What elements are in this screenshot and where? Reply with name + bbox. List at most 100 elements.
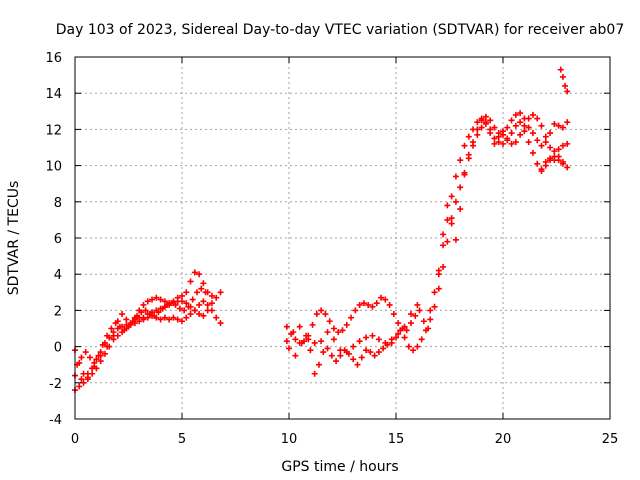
data-point: [108, 325, 115, 332]
data-point: [343, 349, 350, 356]
data-point: [557, 66, 564, 73]
data-point: [538, 168, 545, 175]
data-point: [478, 117, 485, 124]
data-point: [125, 323, 132, 330]
data-point: [504, 124, 511, 131]
data-point: [365, 301, 372, 308]
data-point: [474, 119, 481, 126]
data-point: [292, 336, 299, 343]
data-point: [356, 338, 363, 345]
data-point: [343, 321, 350, 328]
data-point: [390, 311, 397, 318]
data-point: [564, 119, 571, 126]
data-point: [204, 307, 211, 314]
data-point: [427, 316, 434, 323]
data-point: [196, 271, 203, 278]
data-point: [101, 350, 108, 357]
data-point: [110, 332, 117, 339]
data-point: [161, 314, 168, 321]
data-point: [179, 298, 185, 305]
data-point: [104, 343, 111, 350]
data-point: [313, 311, 320, 318]
data-point: [196, 301, 203, 308]
data-point: [380, 345, 387, 352]
data-point: [555, 146, 562, 153]
data-point: [435, 285, 442, 292]
data-point: [529, 130, 536, 137]
data-point: [525, 115, 532, 122]
data-point: [200, 298, 207, 305]
data-point: [296, 323, 303, 330]
data-point: [324, 345, 331, 352]
data-point: [153, 294, 160, 301]
data-point: [551, 148, 558, 155]
y-tick-label: -2: [49, 377, 62, 392]
data-point: [328, 352, 335, 359]
data-point: [371, 352, 378, 359]
data-point: [337, 347, 344, 354]
data-point: [457, 206, 464, 213]
data-point: [440, 231, 447, 238]
data-point: [382, 296, 389, 303]
y-axis-label: SDTVAR / TECUs: [6, 181, 22, 296]
data-point: [534, 137, 541, 144]
data-point: [386, 301, 393, 308]
data-point: [142, 307, 149, 314]
data-point: [547, 144, 554, 151]
data-point: [208, 292, 215, 299]
data-point: [149, 296, 156, 303]
data-point: [307, 347, 314, 354]
data-point: [551, 120, 558, 127]
data-point: [461, 171, 468, 178]
data-point: [418, 336, 425, 343]
data-point: [95, 352, 102, 359]
data-point: [373, 300, 380, 307]
data-point: [187, 278, 194, 285]
x-tick-label: 20: [495, 432, 512, 447]
data-point: [181, 307, 188, 314]
data-point: [191, 307, 198, 314]
data-point: [339, 327, 346, 334]
data-point: [179, 292, 185, 299]
data-point: [134, 312, 141, 319]
data-point: [542, 139, 549, 146]
data-point: [504, 137, 511, 144]
data-point: [170, 314, 177, 321]
data-point: [444, 202, 451, 209]
x-tick-label: 5: [178, 432, 186, 447]
x-axis-label: GPS time / hours: [281, 459, 398, 475]
data-point: [491, 140, 498, 147]
data-point: [444, 238, 451, 245]
data-point: [444, 216, 451, 223]
data-point: [352, 307, 359, 314]
data-point: [200, 312, 207, 319]
data-point: [388, 336, 395, 343]
data-point: [326, 318, 333, 325]
data-point: [144, 298, 151, 305]
data-point: [414, 343, 421, 350]
data-point: [517, 131, 524, 138]
x-tick-label: 10: [281, 432, 298, 447]
x-tick-label: 15: [388, 432, 405, 447]
data-point: [208, 300, 215, 307]
data-point: [547, 130, 554, 137]
data-point: [559, 158, 566, 165]
data-point: [78, 376, 85, 383]
data-point: [330, 336, 337, 343]
data-point: [412, 312, 419, 319]
x-tick-label: 0: [71, 432, 79, 447]
data-point: [196, 311, 203, 318]
data-point: [217, 289, 224, 296]
data-point: [534, 115, 541, 122]
data-point: [414, 301, 421, 308]
y-tick-label: 12: [45, 123, 62, 138]
data-point: [116, 323, 123, 330]
data-point: [187, 311, 194, 318]
data-point: [517, 110, 524, 117]
data-point: [435, 271, 442, 278]
data-point: [431, 289, 438, 296]
data-point: [425, 325, 432, 332]
data-point: [76, 383, 83, 390]
data-point: [183, 300, 190, 307]
